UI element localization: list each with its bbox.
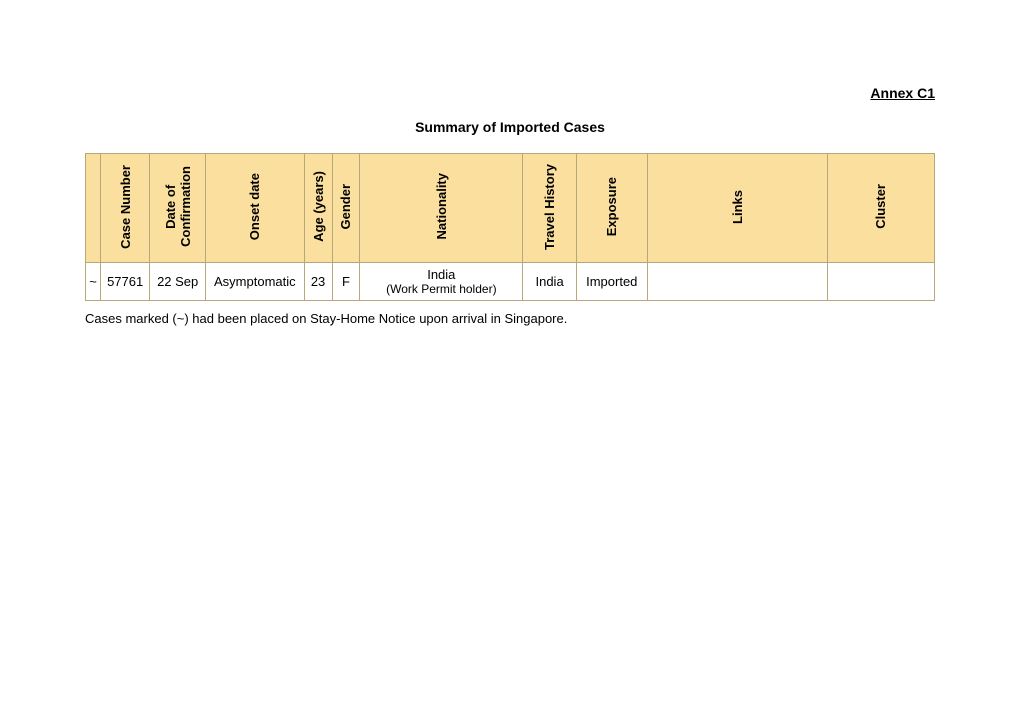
col-cluster: Cluster [827, 154, 934, 263]
cell-travel-history: India [523, 263, 577, 301]
nationality-line2: (Work Permit holder) [363, 282, 519, 296]
col-age: Age (years) [304, 154, 332, 263]
col-mark [86, 154, 101, 263]
cell-gender: F [332, 263, 360, 301]
table-header-row: Case Number Date of Confirmation Onset d… [86, 154, 935, 263]
cell-mark: ~ [86, 263, 101, 301]
cell-links [647, 263, 827, 301]
cell-nationality: India (Work Permit holder) [360, 263, 523, 301]
cell-case-number: 57761 [101, 263, 150, 301]
cases-table: Case Number Date of Confirmation Onset d… [85, 153, 935, 301]
cell-age: 23 [304, 263, 332, 301]
col-exposure: Exposure [576, 154, 647, 263]
col-date-confirmation: Date of Confirmation [150, 154, 206, 263]
col-onset-date: Onset date [206, 154, 305, 263]
cell-exposure: Imported [576, 263, 647, 301]
col-links: Links [647, 154, 827, 263]
nationality-line1: India [427, 267, 455, 282]
col-travel-history: Travel History [523, 154, 577, 263]
cell-cluster [827, 263, 934, 301]
table-row: ~ 57761 22 Sep Asymptomatic 23 F India (… [86, 263, 935, 301]
col-nationality: Nationality [360, 154, 523, 263]
footnote: Cases marked (~) had been placed on Stay… [85, 311, 935, 326]
col-gender: Gender [332, 154, 360, 263]
col-case-number: Case Number [101, 154, 150, 263]
annex-label: Annex C1 [85, 85, 935, 101]
table-body: ~ 57761 22 Sep Asymptomatic 23 F India (… [86, 263, 935, 301]
page-title: Summary of Imported Cases [85, 119, 935, 135]
document-page: Annex C1 Summary of Imported Cases Case … [0, 0, 1020, 326]
cell-date-confirmation: 22 Sep [150, 263, 206, 301]
cell-onset-date: Asymptomatic [206, 263, 305, 301]
